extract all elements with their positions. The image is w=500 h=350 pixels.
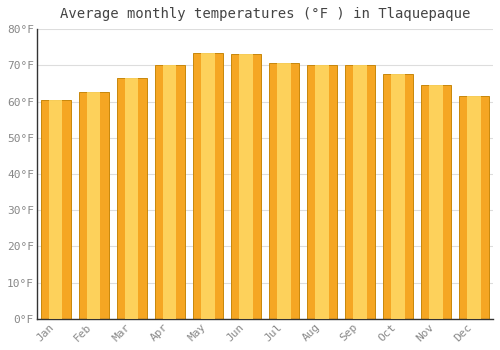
Bar xyxy=(345,65,375,319)
Bar xyxy=(87,92,101,319)
Bar xyxy=(430,85,442,319)
Bar xyxy=(163,65,176,319)
Bar xyxy=(421,85,451,319)
Bar xyxy=(201,52,214,319)
Bar xyxy=(354,65,366,319)
Bar xyxy=(49,100,62,319)
Bar xyxy=(459,96,489,319)
Bar xyxy=(125,78,138,319)
Bar xyxy=(239,54,252,319)
Bar xyxy=(155,65,184,319)
Bar xyxy=(231,54,260,319)
Bar xyxy=(269,63,298,319)
Bar xyxy=(316,65,328,319)
Bar xyxy=(117,78,146,319)
Bar xyxy=(41,100,70,319)
Bar xyxy=(468,96,480,319)
Bar xyxy=(307,65,337,319)
Bar xyxy=(277,63,290,319)
Bar xyxy=(383,74,413,319)
Bar xyxy=(79,92,108,319)
Title: Average monthly temperatures (°F ) in Tlaquepaque: Average monthly temperatures (°F ) in Tl… xyxy=(60,7,470,21)
Bar xyxy=(193,52,222,319)
Bar xyxy=(392,74,404,319)
